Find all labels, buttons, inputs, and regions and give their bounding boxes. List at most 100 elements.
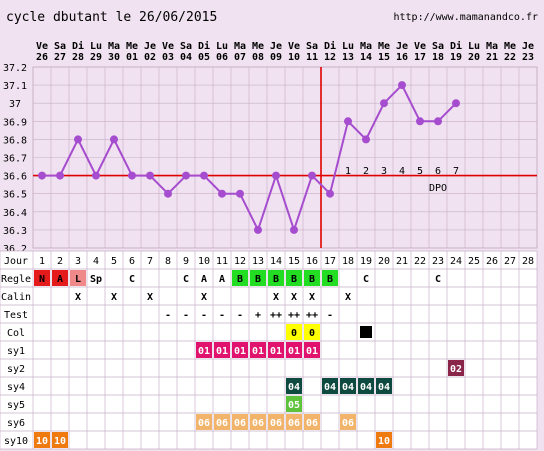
temperature-point [56, 171, 64, 180]
date-weekday: Me [252, 41, 264, 52]
date-number: 22 [504, 52, 516, 63]
cell-text: 06 [288, 418, 300, 429]
cell-text: B [327, 274, 333, 285]
date-weekday: Di [324, 40, 336, 52]
date-number: 30 [108, 52, 120, 63]
y-tick-label: 36.6 [3, 172, 27, 183]
cycle-day-number: 24 [450, 256, 462, 267]
date-weekday: Di [198, 40, 210, 52]
cycle-day-number: 7 [147, 256, 153, 267]
cycle-day-number: 27 [504, 256, 516, 267]
row-label: Col [7, 328, 25, 339]
temperature-point [128, 171, 136, 180]
cell-text: A [57, 274, 63, 285]
cycle-day-number: 20 [378, 256, 390, 267]
date-weekday: Sa [306, 41, 318, 52]
cell-text: B [237, 274, 243, 285]
date-number: 05 [198, 52, 210, 63]
y-tick-label: 36.3 [3, 226, 27, 237]
cell-text: 02 [450, 364, 462, 375]
cell-text: 06 [234, 418, 246, 429]
date-number: 28 [72, 52, 84, 63]
cell-text: + [255, 310, 261, 321]
date-weekday: Ma [486, 41, 498, 52]
date-number: 16 [396, 52, 408, 63]
date-weekday: Sa [54, 41, 66, 52]
row-label: sy4 [7, 382, 25, 393]
temperature-point [254, 225, 262, 234]
cell-fill [232, 342, 248, 358]
date-weekday: Je [396, 41, 408, 52]
cell-fill [268, 270, 284, 286]
row-label: Regle [1, 274, 31, 285]
cycle-day-number: 23 [432, 256, 444, 267]
cycle-day-number: 5 [111, 256, 117, 267]
cycle-day-number: 18 [342, 256, 354, 267]
date-weekday: Ma [360, 41, 372, 52]
cycle-day-number: 2 [57, 256, 63, 267]
date-number: 14 [360, 52, 372, 63]
cell-fill [286, 378, 302, 394]
cycle-day-number: 25 [468, 256, 480, 267]
cell-text: ++ [270, 310, 282, 321]
temperature-point [398, 81, 406, 90]
date-number: 09 [270, 52, 282, 63]
dpo-label: DPO [429, 183, 447, 194]
cycle-day-number: 13 [252, 256, 264, 267]
cell-text: ++ [288, 310, 300, 321]
cell-text: - [201, 310, 207, 321]
cell-text: 06 [306, 418, 318, 429]
y-tick-label: 36.7 [3, 154, 27, 165]
cycle-day-number: 21 [396, 256, 408, 267]
date-number: 12 [324, 52, 336, 63]
row-label: sy6 [7, 418, 25, 429]
y-tick-label: 36.4 [3, 208, 27, 219]
date-number: 04 [180, 52, 192, 63]
cycle-day-number: 14 [270, 256, 282, 267]
cell-text: X [147, 292, 153, 303]
date-number: 08 [252, 52, 264, 63]
date-header: Ve26Sa27Di28Lu29Ma30Me01Je02Ve03Sa04Di05… [36, 40, 534, 63]
y-tick-label: 37 [9, 99, 21, 110]
cell-fill [448, 360, 464, 376]
dpo-day-label: 6 [435, 166, 441, 177]
date-weekday: Lu [216, 41, 228, 52]
temperature-point [272, 171, 280, 180]
cell-text: L [75, 274, 81, 285]
cell-text: 04 [342, 382, 354, 393]
cell-fill [214, 414, 230, 430]
cell-fill [250, 342, 266, 358]
date-number: 03 [162, 52, 174, 63]
cycle-day-number: 15 [288, 256, 300, 267]
date-weekday: Lu [468, 41, 480, 52]
date-number: 13 [342, 52, 354, 63]
date-weekday: Me [378, 41, 390, 52]
temperature-point [110, 135, 118, 144]
temperature-point [362, 135, 370, 144]
date-weekday: Ve [414, 41, 426, 52]
cell-fill [360, 326, 372, 338]
date-number: 07 [234, 52, 246, 63]
cell-fill [232, 414, 248, 430]
cell-text: 06 [198, 418, 210, 429]
cell-text: X [75, 292, 81, 303]
site-url[interactable]: http://www.mamanandco.fr [394, 12, 539, 23]
date-weekday: Ve [36, 41, 48, 52]
date-weekday: Di [72, 40, 84, 52]
row-label: Test [4, 310, 28, 321]
temperature-point [164, 189, 172, 198]
date-weekday: Di [450, 40, 462, 52]
cell-fill [304, 270, 320, 286]
cycle-day-number: 4 [93, 256, 99, 267]
dpo-day-label: 3 [381, 166, 387, 177]
date-weekday: Je [270, 41, 282, 52]
row-label: Calin [1, 292, 31, 303]
cell-fill [304, 342, 320, 358]
cell-text: B [309, 274, 315, 285]
cell-text: X [273, 292, 279, 303]
cycle-table: Jour 1 2 3 4 5 6 7 8 9 10 11 12 13 14 15 16 17 18 19 20 21 22 2… [0, 250, 538, 450]
cell-text: X [309, 292, 315, 303]
cell-fill [340, 414, 356, 430]
cell-fill [232, 270, 248, 286]
